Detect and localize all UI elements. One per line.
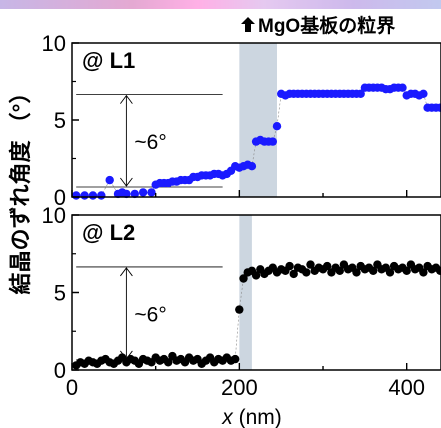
- span-arrow-head-bottom: [120, 177, 133, 187]
- data-point: [289, 269, 298, 279]
- data-point: [130, 189, 139, 199]
- data-point: [335, 266, 344, 275]
- data-point: [385, 268, 395, 277]
- grain-boundary-label: MgO基板の粒界: [258, 14, 395, 37]
- data-point: [398, 83, 407, 92]
- data-point: [323, 261, 332, 271]
- data-point: [235, 305, 244, 314]
- span-label: ~6°: [134, 131, 166, 154]
- up-arrow-icon: [241, 17, 255, 32]
- data-point: [268, 137, 277, 146]
- x-axis-unit: (nm): [233, 406, 282, 428]
- y-tick-label: 10: [42, 31, 66, 56]
- panel-label: @ L2: [82, 220, 135, 245]
- chart-panel-1: ~6° 0 5 10 @ L1: [42, 31, 441, 210]
- grain-boundary-band: [239, 43, 277, 197]
- data-point: [239, 274, 248, 283]
- data-point: [419, 268, 428, 277]
- data-point: [419, 89, 428, 99]
- data-point: [72, 191, 81, 200]
- data-point: [88, 191, 98, 200]
- data-point: [285, 261, 294, 271]
- data-point: [147, 188, 156, 197]
- data-point: [302, 268, 311, 277]
- data-point: [122, 189, 131, 199]
- data-point: [306, 260, 315, 269]
- top-color-strip: [0, 0, 441, 9]
- span-arrow-head-top: [120, 94, 133, 104]
- data-point: [356, 89, 365, 99]
- data-point: [138, 188, 148, 197]
- x-axis-label: x (nm): [221, 406, 282, 428]
- data-point: [247, 162, 257, 171]
- data-point: [251, 271, 261, 280]
- y-tick-label: 5: [54, 281, 66, 306]
- span-label: ~6°: [134, 303, 166, 326]
- data-point: [97, 191, 106, 200]
- data-point: [402, 266, 411, 275]
- grain-boundary-annotation: MgO基板の粒界: [241, 14, 395, 37]
- data-point: [164, 358, 173, 367]
- x-axis-variable: x: [221, 406, 234, 428]
- data-point: [105, 175, 114, 185]
- data-point: [369, 266, 378, 275]
- chart-panel-2: ~6° 0 5 10 0 200 400 @ L2: [42, 203, 441, 400]
- span-arrow-head-top: [120, 267, 133, 277]
- y-tick-label: 10: [42, 203, 66, 228]
- x-tick-label: 400: [388, 375, 425, 400]
- x-tick-label: 200: [221, 375, 258, 400]
- data-point: [436, 103, 441, 112]
- x-tick-label: 0: [66, 375, 78, 400]
- grain-boundary-band: [239, 215, 252, 370]
- y-axis-label: 結晶のずれ角度 （°）: [8, 82, 33, 295]
- y-tick-label: 0: [54, 358, 66, 383]
- y-tick-label: 5: [54, 108, 66, 133]
- data-point: [272, 122, 282, 131]
- data-point: [436, 266, 441, 275]
- data-point: [352, 268, 361, 277]
- data-point: [80, 191, 89, 200]
- data-point: [231, 354, 240, 364]
- y-tick-label: 0: [54, 185, 66, 210]
- series-guide-line: [76, 264, 441, 366]
- panel-label: @ L1: [82, 48, 135, 73]
